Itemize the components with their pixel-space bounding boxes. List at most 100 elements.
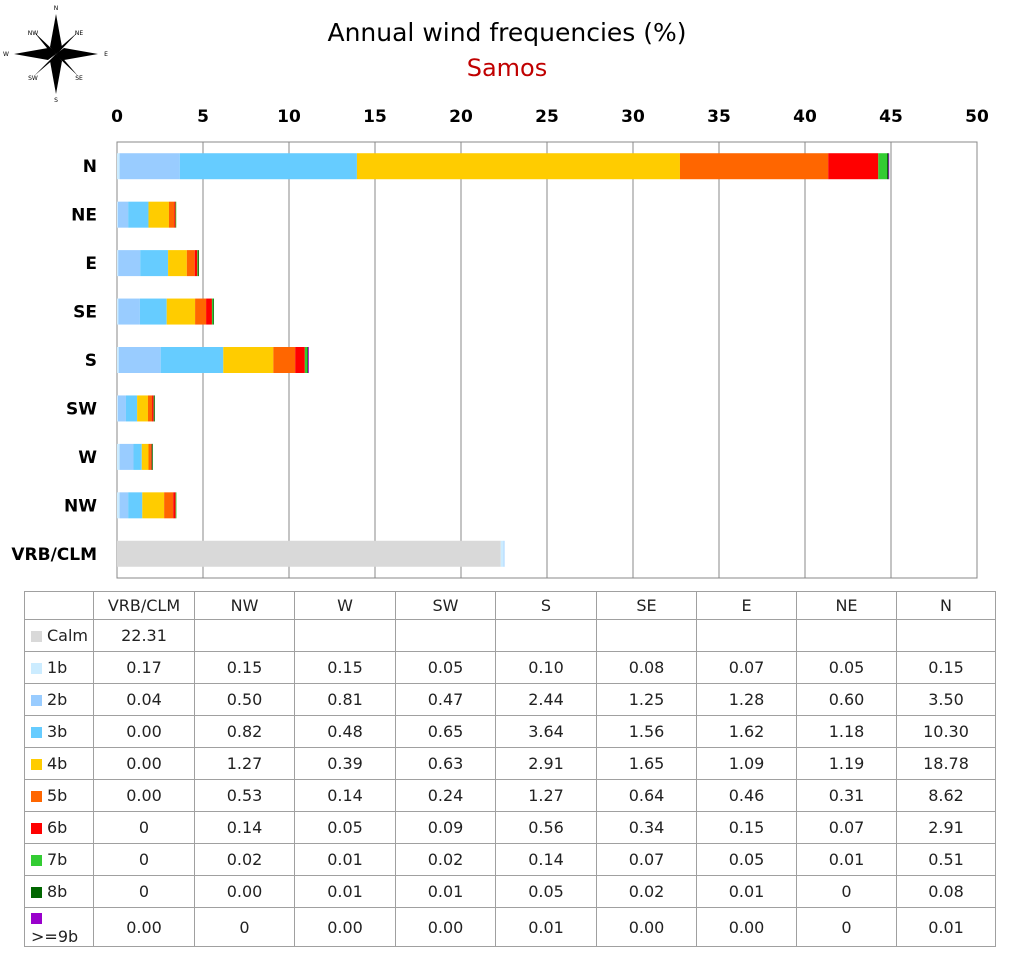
table-cell: 0.34 — [596, 811, 697, 844]
bar-segment — [128, 492, 143, 519]
table-header-cell: E — [696, 591, 797, 620]
bar-segment — [356, 153, 680, 180]
bar-segment — [128, 201, 149, 228]
bar-segment — [164, 492, 174, 519]
legend-swatch — [31, 823, 42, 834]
legend-cell: 7b — [24, 843, 94, 876]
bar-segment — [168, 250, 187, 277]
category-label: SE — [73, 303, 97, 323]
table-cell: 0.05 — [395, 651, 496, 684]
bar-segment — [152, 395, 154, 422]
legend-cell: >=9b — [24, 907, 94, 947]
table-cell: 8.62 — [896, 779, 996, 812]
table-cell: 0.05 — [796, 651, 897, 684]
table-cell: 2.91 — [896, 811, 996, 844]
table-cell: 0.31 — [796, 779, 897, 812]
bar-segment — [503, 540, 505, 567]
table-row: >=9b 0.00 0 0.00 0.00 0.01 0.00 0.00 0 0.01 — [24, 907, 996, 947]
table-cell: 0.01 — [696, 875, 797, 908]
bar-segment — [166, 298, 196, 325]
table-header-cell: SW — [395, 591, 496, 620]
bar-segment — [117, 153, 120, 180]
table-cell: 0.07 — [796, 811, 897, 844]
table-cell: 0.05 — [495, 875, 597, 908]
legend-label: 4b — [47, 754, 68, 773]
table-cell: 0.64 — [596, 779, 697, 812]
table-cell: 0.02 — [194, 843, 295, 876]
bar-segment — [186, 250, 195, 277]
bar-segment — [148, 201, 169, 228]
legend-cell: 1b — [24, 651, 94, 684]
x-tick-label: 0 — [111, 107, 123, 127]
table-cell: 0.00 — [93, 715, 195, 748]
table-header-cell: NE — [796, 591, 897, 620]
table-cell: 10.30 — [896, 715, 996, 748]
legend-swatch — [31, 791, 42, 802]
bar-segment — [174, 201, 176, 228]
bar-segment — [117, 298, 119, 325]
table-row: 7b 0 0.02 0.01 0.02 0.14 0.07 0.05 0.01 0.51 — [24, 843, 996, 876]
table-cell: 0 — [796, 907, 897, 947]
table-cell: 0.00 — [696, 907, 797, 947]
table-cell: 0.39 — [294, 747, 396, 780]
table-cell — [796, 619, 897, 652]
x-tick-label: 20 — [449, 107, 473, 127]
wind-frequency-chart: N S W E NW NE SW SE 0 5 10 15 20 25 30 35 40 45 50… — [3, 5, 989, 579]
legend-cell: 2b — [24, 683, 94, 716]
table-cell: 0.63 — [395, 747, 496, 780]
table-body: Calm 22.31 1b 0.17 0.15 0.15 0.05 0.10 0.08 0.07 0… — [24, 619, 996, 947]
legend-cell: 5b — [24, 779, 94, 812]
table-cell: 2.44 — [495, 683, 597, 716]
table-cell: 0.08 — [596, 651, 697, 684]
bar-segment — [308, 347, 309, 373]
x-tick-label: 10 — [277, 107, 301, 127]
table-row: 6b 0 0.14 0.05 0.09 0.56 0.34 0.15 0.07 2.91 — [24, 811, 996, 844]
bar-segment — [117, 347, 119, 373]
bar-segment — [175, 492, 177, 519]
table-cell: 0.01 — [896, 907, 996, 947]
x-tick-labels: 0 5 10 15 20 25 30 35 40 45 50 — [111, 107, 989, 127]
table-header-cell: N — [896, 591, 996, 620]
table-cell: 0.14 — [294, 779, 396, 812]
table-cell: 0.07 — [596, 843, 697, 876]
table-cell — [395, 619, 496, 652]
table-header-cell: W — [294, 591, 396, 620]
table-cell: 0.50 — [194, 683, 295, 716]
legend-cell: 3b — [24, 715, 94, 748]
bar-segment — [118, 298, 140, 325]
category-label: W — [78, 448, 97, 468]
bar-segment — [117, 395, 118, 422]
table-cell: 0.24 — [395, 779, 496, 812]
x-tick-label: 30 — [621, 107, 645, 127]
table-cell: 0.05 — [294, 811, 396, 844]
bar-segment — [295, 347, 305, 373]
table-row: 4b 0.00 1.27 0.39 0.63 2.91 1.65 1.09 1.19 18.78 — [24, 747, 996, 780]
table-row: 3b 0.00 0.82 0.48 0.65 3.64 1.56 1.62 1.18 10.30 — [24, 715, 996, 748]
category-label: NW — [64, 496, 97, 516]
table-corner-cell — [24, 591, 94, 620]
table-cell: 0.14 — [194, 811, 295, 844]
bar-segment — [211, 298, 214, 325]
bar-segment — [117, 250, 119, 277]
legend-cell: 6b — [24, 811, 94, 844]
bar-segment — [150, 443, 152, 470]
bar-segment — [141, 443, 149, 470]
table-cell: 0.01 — [294, 843, 396, 876]
bar-segment — [117, 395, 126, 422]
table-cell: 0.00 — [93, 747, 195, 780]
table-cell: 1.56 — [596, 715, 697, 748]
bar-segment — [828, 153, 879, 180]
table-cell: 0.01 — [395, 875, 496, 908]
table-cell: 0.15 — [194, 651, 295, 684]
bar-segment — [148, 443, 151, 470]
x-tick-label: 5 — [197, 107, 209, 127]
table-cell: 0.08 — [896, 875, 996, 908]
table-row: 1b 0.17 0.15 0.15 0.05 0.10 0.08 0.07 0.05 0.15 — [24, 651, 996, 684]
compass-sw: SW — [28, 75, 38, 82]
compass-rose-icon: N S W E NW NE SW SE — [3, 5, 108, 104]
table-row: 2b 0.04 0.50 0.81 0.47 2.44 1.25 1.28 0.60 3.50 — [24, 683, 996, 716]
bar-segment — [117, 201, 129, 228]
bar-segment — [117, 492, 120, 519]
bar-segment — [133, 443, 142, 470]
table-cell: 1.28 — [696, 683, 797, 716]
